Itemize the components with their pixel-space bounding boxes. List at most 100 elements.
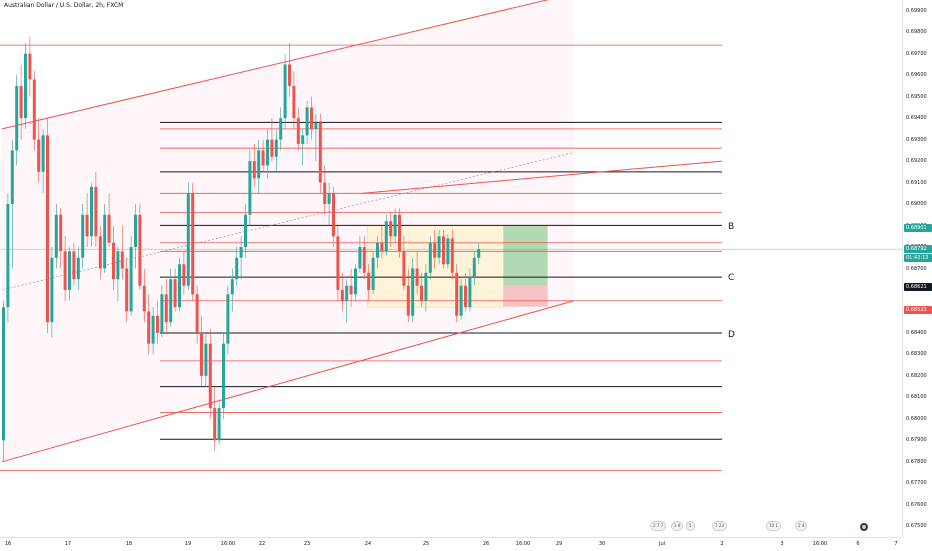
candle-body — [156, 315, 159, 333]
channel-upper-line — [1, 0, 549, 130]
candle-body — [239, 247, 243, 258]
time-tick-label: 16:00 — [812, 541, 828, 547]
candle-body — [393, 214, 397, 237]
price-tick-label: 0.69100 — [906, 179, 927, 186]
channel-lower-line — [1, 300, 575, 463]
candle-body — [98, 236, 102, 269]
candle-body — [472, 257, 476, 278]
candle-body — [164, 294, 168, 323]
candle-body — [367, 272, 371, 290]
economic-event-icon[interactable]: 1 8 — [671, 521, 684, 531]
candle-body — [252, 161, 256, 179]
candle-body — [112, 242, 115, 280]
candle-body — [46, 135, 49, 323]
time-tick-label: 2 — [720, 541, 724, 547]
candle-body — [477, 249, 481, 258]
candle-body — [420, 285, 423, 301]
price-tick-label: 0.69700 — [906, 50, 927, 57]
price-tick-label: 0.68700 — [906, 265, 927, 272]
price-tick-label: 0.69500 — [906, 93, 927, 100]
candle-body — [151, 315, 155, 344]
economic-event-icon[interactable]: 5 — [686, 521, 695, 531]
candle-body — [182, 264, 186, 286]
candle-body — [213, 408, 217, 441]
candle-body — [459, 285, 463, 316]
candle-body — [37, 139, 41, 172]
candle-body — [169, 279, 173, 323]
candle-body — [305, 107, 309, 136]
symbol-title: Australian Dollar / U.S. Dollar, 2h, FXC… — [4, 2, 124, 9]
price-tick-label: 0.69000 — [906, 201, 927, 208]
time-tick-label: 16 — [4, 541, 12, 547]
candle-body — [301, 135, 305, 144]
economic-event-icon[interactable]: 10 1 — [766, 521, 781, 531]
price-tick-label: 0.69300 — [906, 136, 927, 143]
candle-body — [142, 285, 146, 312]
candle-body — [129, 247, 133, 312]
time-tick-label: 30 — [598, 541, 606, 547]
candle-body — [398, 214, 401, 252]
candle-body — [274, 139, 278, 157]
candle-body — [279, 118, 283, 140]
price-scale[interactable]: 0.69900 0.69800 0.69700 0.69600 0.69500 0.694… — [902, 0, 932, 537]
candle-body — [68, 251, 71, 290]
candle-body — [191, 193, 195, 295]
time-tick-label: 17 — [64, 541, 72, 547]
economic-event-icon[interactable]: 2 7 7 — [650, 521, 667, 531]
price-chart[interactable] — [0, 0, 902, 537]
position-stop-zone — [503, 285, 548, 307]
candle-body — [120, 251, 124, 269]
time-tick-label: 25 — [422, 541, 430, 547]
time-tick-label: 18 — [125, 541, 133, 547]
time-tick-label: 23 — [303, 541, 311, 547]
chart-area[interactable]: Australian Dollar / U.S. Dollar, 2h, FXC… — [0, 0, 902, 537]
candle-body — [94, 186, 98, 237]
price-tick-label: 0.68400 — [906, 329, 927, 336]
time-tick-label: 3 — [780, 541, 784, 547]
candle-body — [442, 236, 445, 265]
candle-body — [261, 150, 265, 166]
time-tick-label: 16:00 — [220, 541, 236, 547]
price-tick-label: 0.67500 — [906, 523, 927, 530]
price-tag: 01:42:13 — [904, 254, 932, 262]
time-tick-label: Jul — [658, 541, 666, 547]
candle-body — [380, 242, 384, 252]
candle-body — [433, 242, 437, 258]
candle-body — [103, 214, 107, 269]
time-tick-label: 26 — [482, 541, 490, 547]
candle-body — [72, 251, 76, 280]
price-tick-label: 0.67800 — [906, 458, 927, 465]
time-tick-label: 29 — [555, 541, 563, 547]
economic-event-icon[interactable]: 2 4 — [795, 521, 808, 531]
level-label-c: C — [728, 273, 735, 283]
candle-body — [376, 242, 379, 258]
candle-body — [59, 214, 63, 252]
candle-body — [208, 343, 212, 409]
candle-body — [468, 277, 472, 308]
time-tick-label: 22 — [258, 541, 266, 547]
economic-event-icon[interactable]: 7 23 — [712, 521, 727, 531]
candle-body — [362, 247, 366, 273]
candle-body — [85, 214, 89, 237]
candle-body — [384, 221, 388, 252]
flag-icon[interactable] — [860, 523, 868, 531]
candle-body — [415, 268, 419, 286]
candle-body — [455, 272, 459, 316]
candle-body — [90, 186, 93, 237]
position-target-zone — [503, 225, 548, 286]
candle-body — [200, 332, 203, 376]
time-scale[interactable]: 16 17 18 19 16:00 22 23 24 25 26 16:00 29 30 Jul 2 3 16:… — [0, 537, 902, 551]
candle-body — [116, 251, 120, 280]
candle-body — [292, 85, 296, 119]
time-tick-label: 19 — [184, 541, 192, 547]
candle-body — [446, 238, 450, 265]
candle-body — [15, 85, 19, 151]
candle-body — [63, 251, 67, 290]
candle-body — [138, 214, 142, 286]
candle-body — [283, 64, 287, 119]
candle-body — [6, 204, 10, 308]
time-tick-label: 6 — [856, 541, 860, 547]
candle-body — [19, 85, 23, 119]
candle-body — [50, 257, 54, 323]
channel-fill — [2, 0, 574, 462]
